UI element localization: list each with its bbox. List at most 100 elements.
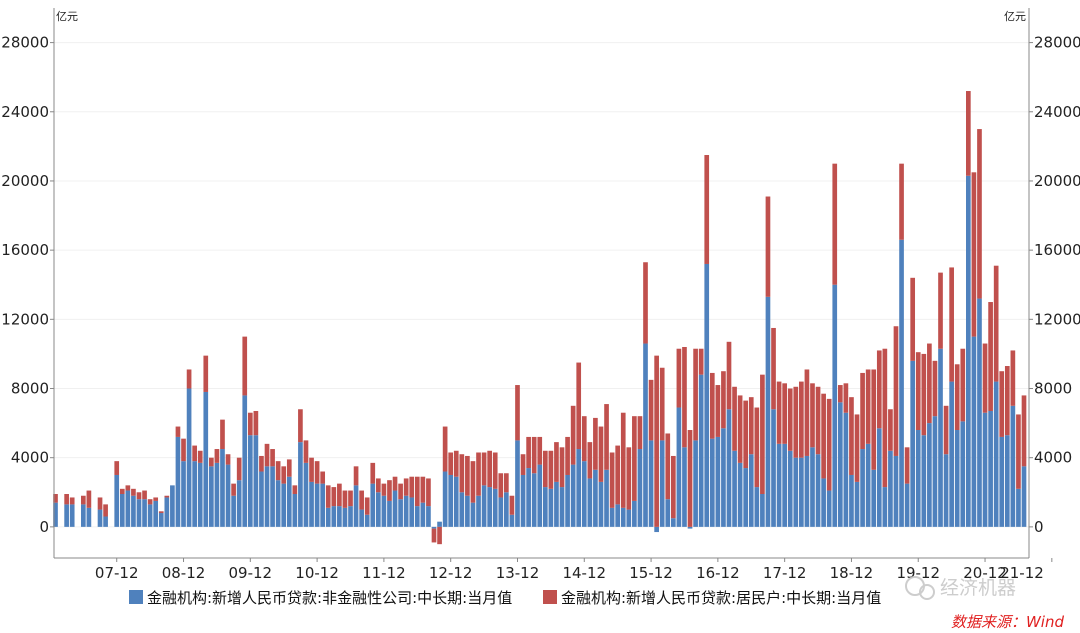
bar-household: [225, 454, 231, 465]
bar-household: [581, 416, 587, 462]
x-tick-label: 18-12: [830, 564, 874, 582]
bar-nonfinancial-corporate: [537, 464, 543, 527]
bar-nonfinancial-corporate: [286, 476, 292, 527]
y-tick-label-left: 20000: [1, 172, 49, 190]
bar-household: [982, 343, 988, 413]
bar-nonfinancial-corporate: [203, 391, 209, 527]
bar-household: [414, 476, 420, 507]
bar-nonfinancial-corporate: [804, 455, 810, 527]
bar-nonfinancial-corporate: [197, 462, 203, 527]
bar-nonfinancial-corporate: [476, 495, 481, 527]
bar-household: [476, 452, 481, 496]
bar-household: [721, 371, 726, 429]
bar-household: [197, 450, 203, 463]
bar-nonfinancial-corporate: [971, 336, 977, 527]
bar-nonfinancial-corporate: [270, 466, 275, 527]
bar-household: [181, 438, 186, 462]
bar-nonfinancial-corporate: [103, 516, 108, 527]
bar-household: [375, 478, 381, 493]
bar-household: [832, 163, 838, 285]
right-unit-label: 亿元: [1004, 10, 1026, 23]
bar-nonfinancial-corporate: [565, 474, 570, 527]
bar-nonfinancial-corporate: [704, 263, 710, 527]
bar-nonfinancial-corporate: [142, 499, 147, 527]
bar-household: [554, 442, 559, 482]
x-tick-label: 19-12: [896, 564, 940, 582]
bar-nonfinancial-corporate: [158, 513, 164, 527]
bar-nonfinancial-corporate: [136, 499, 142, 527]
bar-household: [821, 393, 826, 479]
bar-household: [904, 447, 910, 484]
bar-household: [815, 386, 821, 455]
bar-household: [158, 511, 164, 514]
bar-household: [882, 348, 888, 488]
bar-household: [520, 454, 526, 475]
bar-household: [459, 454, 465, 493]
bar-household: [64, 494, 69, 505]
bar-nonfinancial-corporate: [899, 239, 904, 527]
bar-nonfinancial-corporate: [448, 474, 454, 527]
bar-household: [498, 473, 504, 498]
bar-household: [231, 483, 236, 496]
bar-household: [637, 416, 643, 450]
bar-household: [709, 372, 715, 439]
wechat-icon-small-bubble: [919, 584, 935, 600]
bar-nonfinancial-corporate: [576, 449, 582, 527]
bar-nonfinancial-corporate: [670, 518, 676, 527]
bar-nonfinancial-corporate: [787, 450, 793, 527]
bar-nonfinancial-corporate: [292, 494, 298, 527]
bar-nonfinancial-corporate: [982, 412, 988, 527]
bar-household: [704, 155, 710, 264]
bar-household: [782, 383, 787, 444]
bar-nonfinancial-corporate: [231, 495, 236, 527]
bar-nonfinancial-corporate: [86, 507, 92, 527]
bar-household: [164, 495, 170, 498]
bar-nonfinancial-corporate: [225, 464, 231, 527]
bar-nonfinancial-corporate: [915, 430, 921, 527]
bar-nonfinancial-corporate: [409, 497, 415, 527]
bar-nonfinancial-corporate: [876, 428, 882, 527]
bar-household: [765, 196, 771, 297]
bar-nonfinancial-corporate: [320, 483, 326, 527]
x-tick-label: 07-12: [95, 564, 139, 582]
bar-household: [125, 485, 131, 491]
bar-nonfinancial-corporate: [314, 483, 320, 527]
bar-nonfinancial-corporate: [309, 481, 314, 527]
bar-nonfinancial-corporate: [275, 480, 281, 527]
bar-household: [192, 445, 197, 462]
bar-household: [843, 383, 849, 413]
y-tick-label-left: 24000: [1, 103, 49, 121]
bar-nonfinancial-corporate: [164, 497, 170, 527]
bar-nonfinancial-corporate: [626, 509, 632, 527]
bar-household: [292, 485, 298, 495]
bar-nonfinancial-corporate: [771, 409, 776, 527]
bar-household: [119, 488, 125, 495]
bar-nonfinancial-corporate: [431, 526, 437, 529]
bar-household: [298, 409, 303, 443]
x-tick-label: 21-12: [1000, 564, 1044, 582]
bar-household: [453, 450, 459, 477]
bar-household: [754, 407, 760, 488]
bar-household: [481, 452, 487, 486]
bar-household: [1010, 350, 1016, 406]
bar-household: [837, 385, 843, 403]
bar-household: [364, 497, 370, 515]
bar-nonfinancial-corporate: [481, 485, 487, 527]
bar-nonfinancial-corporate: [542, 487, 548, 527]
bar-household: [387, 480, 392, 501]
bar-household: [131, 488, 136, 496]
bar-nonfinancial-corporate: [815, 454, 821, 527]
bar-household: [314, 461, 320, 484]
bar-nonfinancial-corporate: [370, 483, 376, 527]
x-tick-label: 10-12: [295, 564, 339, 582]
bar-household: [598, 426, 604, 482]
bar-household: [398, 483, 403, 500]
bar-nonfinancial-corporate: [147, 504, 153, 527]
bar-household: [676, 348, 682, 408]
x-tick-label: 08-12: [162, 564, 206, 582]
bar-nonfinancial-corporate: [236, 480, 242, 527]
bar-nonfinancial-corporate: [849, 474, 854, 527]
bar-household: [693, 348, 698, 441]
bar-nonfinancial-corporate: [643, 343, 648, 527]
